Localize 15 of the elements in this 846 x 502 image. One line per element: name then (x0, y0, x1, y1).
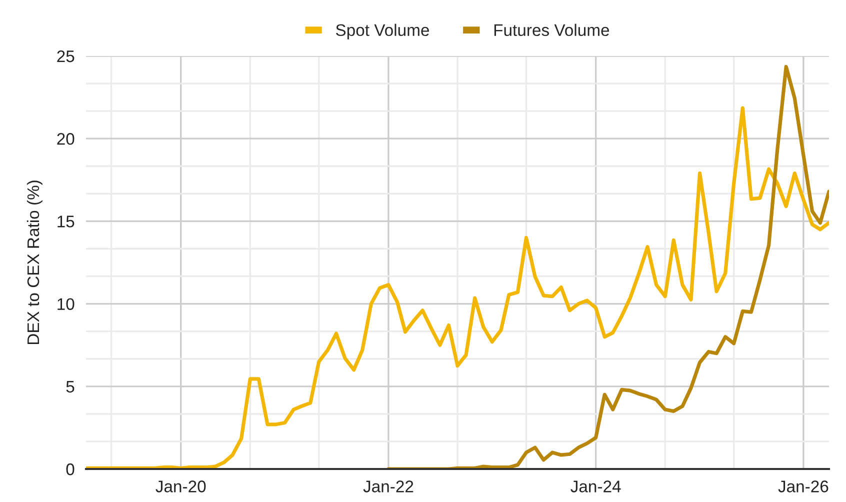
y-tick-label: 15 (58, 216, 74, 228)
x-tick-label: Jan-22 (363, 480, 414, 492)
y-tick-label: 25 (57, 50, 74, 62)
y-tick-label: 10 (58, 298, 74, 310)
legend-label: Futures Volume (494, 24, 610, 36)
legend-label: Spot Volume (336, 24, 429, 40)
line-series (386, 64, 829, 469)
y-axis-title: DEX to CEX Ratio (%) (26, 180, 42, 344)
x-tick-label: Jan-24 (570, 480, 621, 492)
y-tick-label: 5 (66, 380, 74, 393)
x-tick-label: Jan-26 (778, 480, 828, 492)
y-tick-label: 20 (57, 133, 74, 145)
y-tick-label: 0 (66, 463, 74, 476)
line-series (86, 106, 829, 469)
x-tick-label: Jan-20 (156, 480, 206, 492)
